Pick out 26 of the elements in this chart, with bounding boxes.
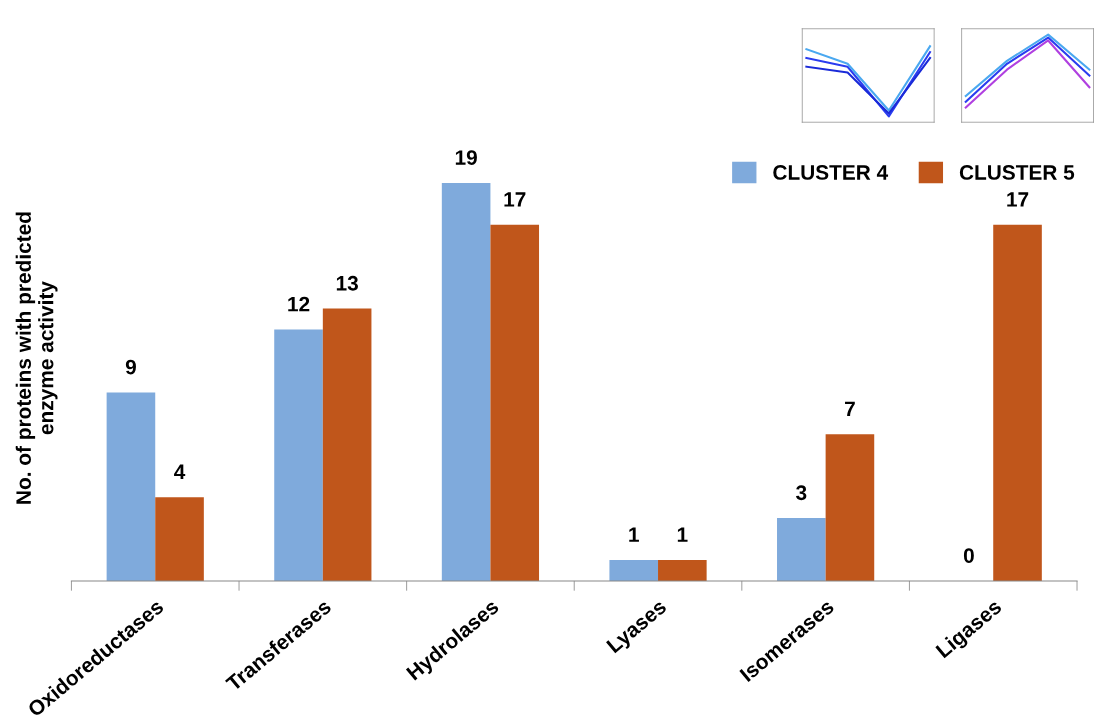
data-label: 9: [125, 359, 136, 375]
bar: [322, 308, 372, 581]
data-label: 7: [845, 401, 855, 417]
data-label: 12: [288, 296, 310, 312]
bar: [490, 224, 540, 581]
data-label: 19: [455, 150, 477, 165]
data-label: 17: [1007, 192, 1029, 207]
bar: [825, 434, 875, 581]
legend-label: CLUSTER 5: [959, 165, 1075, 180]
bar: [106, 392, 156, 581]
bar: [441, 182, 491, 581]
bar: [155, 497, 204, 581]
bar: [658, 560, 707, 581]
bar: [993, 224, 1042, 581]
legend-label: CLUSTER 4: [773, 165, 889, 180]
bar: [274, 329, 323, 581]
data-label: 1: [677, 527, 688, 542]
bar: [777, 518, 826, 581]
bar: [609, 560, 659, 581]
data-label: 3: [796, 485, 807, 501]
data-label: 4: [174, 464, 186, 479]
data-label: 0: [963, 548, 974, 563]
data-label: 13: [336, 275, 358, 291]
data-label: 1: [629, 527, 639, 542]
y-axis-title: No. of proteins with predicted enzyme activity: [15, 212, 58, 504]
data-label: 17: [504, 192, 526, 207]
